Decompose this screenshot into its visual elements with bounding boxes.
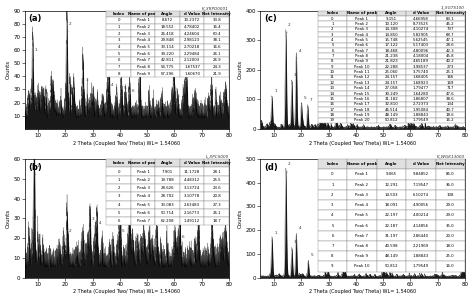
Y-axis label: Counts: Counts <box>238 60 243 79</box>
Text: 1: 1 <box>272 231 277 242</box>
Y-axis label: Counts: Counts <box>238 209 243 228</box>
Text: 12: 12 <box>336 108 344 118</box>
Text: 7: 7 <box>308 98 312 108</box>
Text: (b): (b) <box>28 163 42 172</box>
Y-axis label: Counts: Counts <box>6 209 10 228</box>
Text: 6: 6 <box>180 235 185 246</box>
Text: 5: 5 <box>120 229 125 240</box>
Text: 1: 1 <box>35 164 39 176</box>
Text: 3: 3 <box>292 240 297 250</box>
Text: 2: 2 <box>287 162 291 174</box>
Text: 2: 2 <box>68 22 72 32</box>
Text: (a): (a) <box>28 14 42 23</box>
Text: 4: 4 <box>97 221 101 233</box>
Y-axis label: Counts: Counts <box>6 60 10 79</box>
Text: (d): (d) <box>264 163 278 172</box>
X-axis label: 2 Theta (Coupled Two/ Theta) WL= 1.54060: 2 Theta (Coupled Two/ Theta) WL= 1.54060 <box>309 141 416 146</box>
Text: 5: 5 <box>121 86 126 96</box>
X-axis label: 2 Theta (Coupled Two/ Theta) WL= 1.54060: 2 Theta (Coupled Two/ Theta) WL= 1.54060 <box>73 290 180 294</box>
Text: 2: 2 <box>287 22 291 34</box>
Text: (c): (c) <box>264 14 277 23</box>
Text: 4: 4 <box>109 83 114 94</box>
Text: 7: 7 <box>345 260 350 270</box>
Text: 2: 2 <box>67 229 72 240</box>
Text: 3: 3 <box>90 218 95 229</box>
Text: 4: 4 <box>296 226 301 237</box>
Text: 6: 6 <box>328 258 333 267</box>
Text: 1: 1 <box>34 48 37 58</box>
Text: 3: 3 <box>292 73 297 84</box>
X-axis label: 2 Theta (Coupled Two/ Theta) WL= 1.54060: 2 Theta (Coupled Two/ Theta) WL= 1.54060 <box>73 141 180 146</box>
Text: 5: 5 <box>308 254 313 263</box>
Text: 1: 1 <box>272 89 277 99</box>
Text: 10: 10 <box>321 104 328 113</box>
Text: 3: 3 <box>83 78 88 89</box>
Text: 6: 6 <box>129 88 134 99</box>
Text: 5: 5 <box>301 97 306 106</box>
X-axis label: 2 Theta (Coupled Two/ Theta) WL= 1.54060: 2 Theta (Coupled Two/ Theta) WL= 1.54060 <box>309 290 416 294</box>
Text: 4: 4 <box>297 49 301 59</box>
Text: 8: 8 <box>174 94 179 104</box>
